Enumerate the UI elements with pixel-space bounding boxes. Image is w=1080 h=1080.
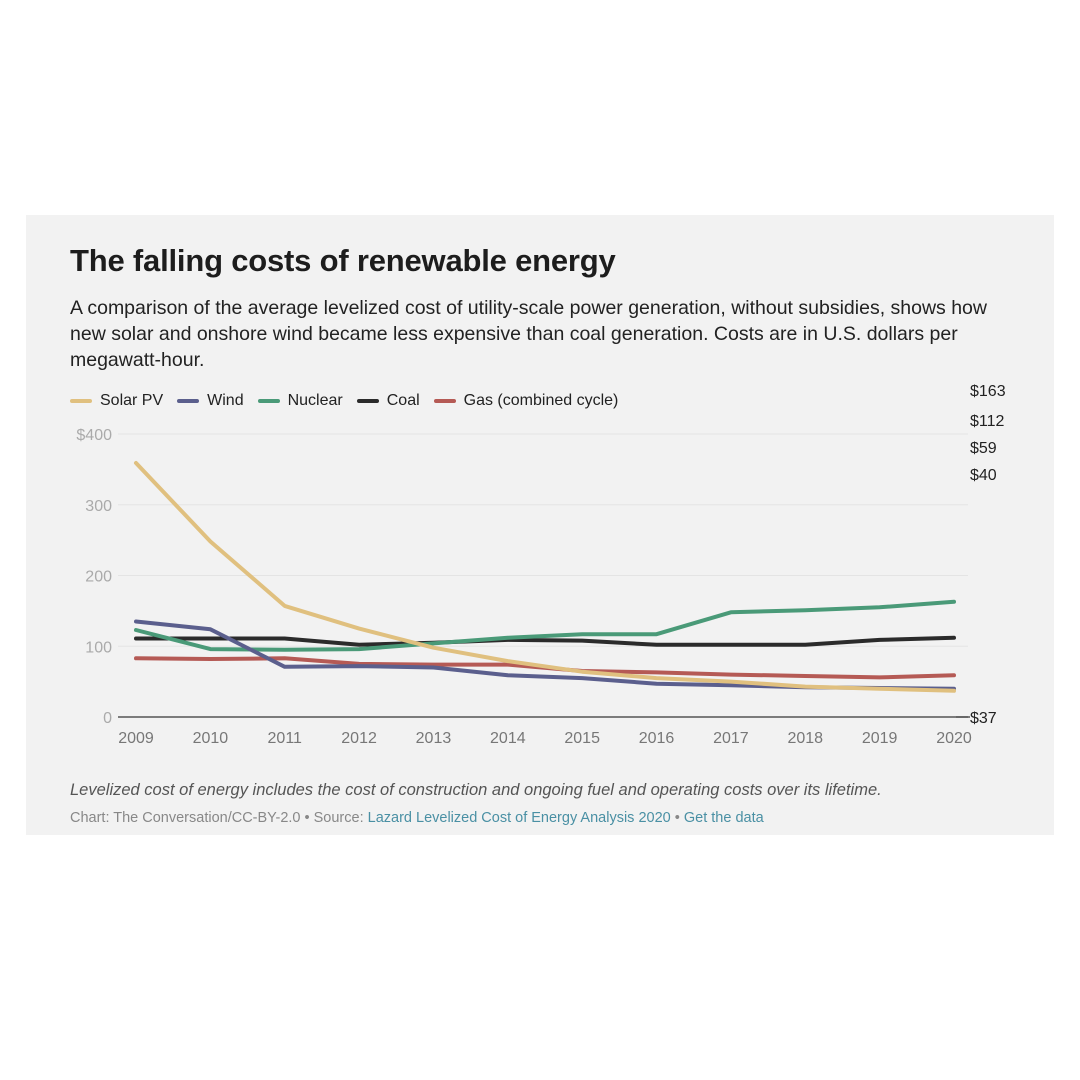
chart-subtitle: A comparison of the average levelized co… bbox=[70, 297, 987, 371]
series-line-coal bbox=[134, 635, 956, 647]
legend-item-wind: Wind bbox=[177, 392, 244, 410]
y-tick-label: 100 bbox=[85, 639, 112, 656]
legend-label: Coal bbox=[386, 392, 420, 409]
legend-item-coal: Coal bbox=[356, 392, 420, 410]
source-link[interactable]: Lazard Levelized Cost of Energy Analysis… bbox=[367, 810, 671, 826]
series-line-nuclear bbox=[134, 599, 956, 652]
legend-item-gas-combined-cycle: Gas (combined cycle) bbox=[433, 392, 619, 410]
x-tick-label: 2013 bbox=[416, 730, 452, 747]
credit-separator: • bbox=[670, 810, 684, 826]
y-tick-label: 0 bbox=[103, 710, 112, 727]
legend-swatch bbox=[70, 399, 92, 403]
series-line-solar-pv bbox=[134, 461, 956, 693]
x-tick-label: 2020 bbox=[936, 730, 972, 747]
legend-label: Gas (combined cycle) bbox=[463, 392, 619, 409]
legend-label: Nuclear bbox=[287, 392, 343, 409]
chart-card: The falling costs of renewable energy A … bbox=[26, 215, 1054, 835]
x-tick-label: 2018 bbox=[787, 730, 823, 747]
legend-label: Solar PV bbox=[100, 392, 164, 409]
x-tick-label: 2009 bbox=[118, 730, 154, 747]
end-label-gas-combined-cycle: $59 bbox=[970, 440, 997, 457]
x-tick-label: 2010 bbox=[193, 730, 229, 747]
chart-credit: Chart: The Conversation/CC-BY-2.0 • Sour… bbox=[70, 810, 764, 826]
chart-note: Levelized cost of energy includes the co… bbox=[70, 781, 882, 799]
x-tick-label: 2017 bbox=[713, 730, 749, 747]
legend-swatch bbox=[257, 399, 280, 403]
chart-legend: Solar PV Wind Nuclear Coal Gas (combined cyc… bbox=[70, 392, 632, 410]
x-tick-label: 2015 bbox=[564, 730, 600, 747]
x-tick-label: 2014 bbox=[490, 730, 526, 747]
end-label-coal: $112 bbox=[970, 413, 1005, 430]
x-tick-label: 2012 bbox=[341, 730, 377, 747]
end-label-wind: $40 bbox=[970, 467, 997, 484]
line-chart: 0 100 200 300 $400 2009 2010 2011 2012 2013 2014 20… bbox=[76, 383, 1006, 747]
y-tick-label: 300 bbox=[85, 498, 112, 515]
chart-title: The falling costs of renewable energy bbox=[70, 243, 616, 278]
legend-item-nuclear: Nuclear bbox=[257, 392, 343, 410]
x-tick-label: 2016 bbox=[639, 730, 675, 747]
legend-label: Wind bbox=[207, 392, 244, 409]
legend-item-solar-pv: Solar PV bbox=[70, 392, 163, 410]
legend-swatch bbox=[356, 399, 379, 403]
y-tick-label: 200 bbox=[85, 569, 112, 586]
legend-swatch bbox=[177, 399, 200, 403]
credit-prefix: Chart: The Conversation/CC-BY-2.0 • Sour… bbox=[70, 810, 368, 826]
x-tick-label: 2019 bbox=[862, 730, 898, 747]
end-label-solar-pv: $37 bbox=[970, 710, 997, 727]
x-tick-label: 2011 bbox=[268, 730, 303, 747]
series-line-wind bbox=[134, 619, 956, 691]
legend-swatch bbox=[433, 399, 456, 403]
y-tick-label: $400 bbox=[76, 427, 112, 444]
get-data-link[interactable]: Get the data bbox=[683, 810, 764, 826]
end-label-nuclear: $163 bbox=[970, 383, 1006, 400]
